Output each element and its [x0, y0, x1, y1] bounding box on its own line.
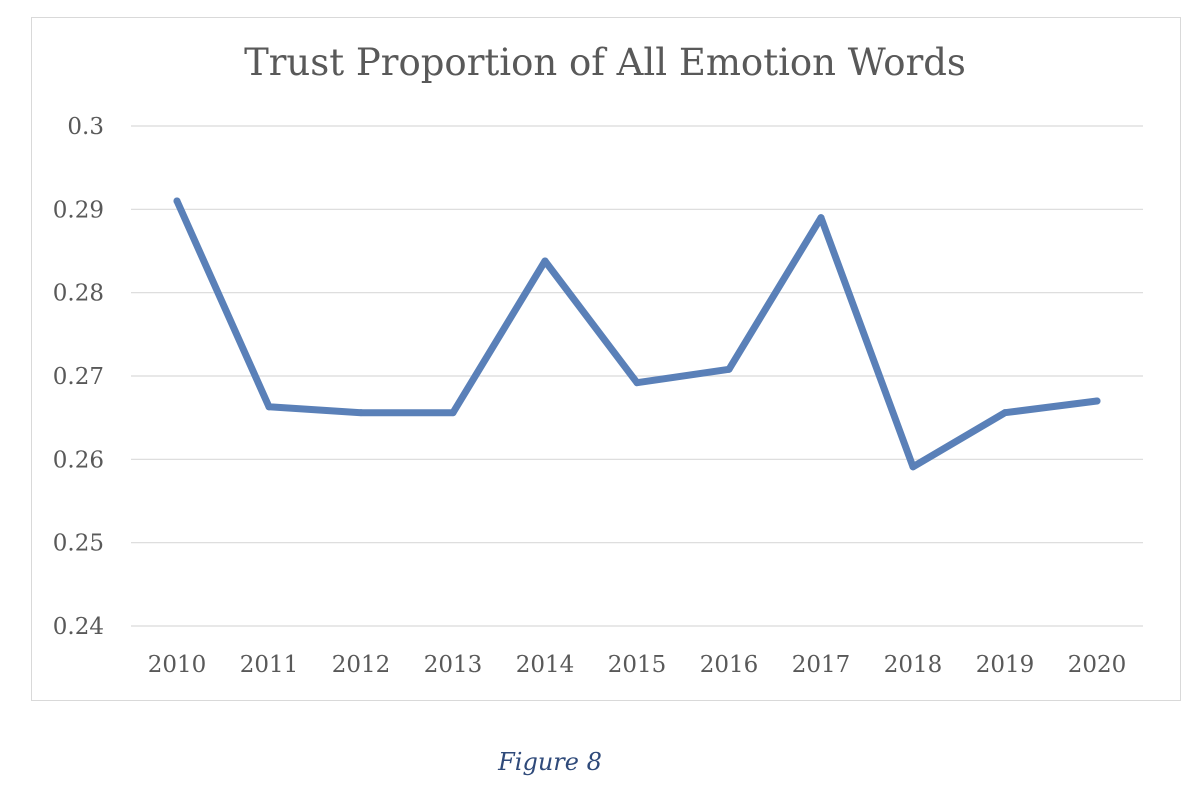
x-tick-label: 2012: [332, 652, 391, 678]
data-point-2017: [817, 214, 825, 222]
data-point-2019: [1001, 409, 1009, 417]
chart-title: Trust Proportion of All Emotion Words: [244, 41, 966, 84]
y-tick-label: 0.29: [53, 197, 104, 223]
x-tick-label: 2020: [1068, 652, 1127, 678]
data-point-2020: [1093, 397, 1101, 405]
y-tick-label: 0.26: [53, 447, 104, 473]
x-tick-label: 2016: [700, 652, 759, 678]
x-tick-label: 2011: [240, 652, 299, 678]
x-tick-label: 2017: [792, 652, 851, 678]
data-point-2016: [725, 365, 733, 373]
x-tick-label: 2015: [608, 652, 667, 678]
x-tick-label: 2013: [424, 652, 483, 678]
y-tick-label: 0.24: [53, 614, 104, 640]
y-tick-label: 0.3: [67, 114, 104, 140]
y-tick-label: 0.25: [53, 531, 104, 557]
data-point-2014: [541, 257, 549, 265]
data-point-2012: [357, 409, 365, 417]
chart-frame: [31, 17, 1181, 701]
series-line-0: [173, 197, 1101, 471]
data-point-2011: [265, 403, 273, 411]
figure-caption: Figure 8: [498, 748, 602, 776]
data-point-2015: [633, 379, 641, 387]
data-point-2010: [173, 197, 181, 205]
gridlines: [131, 125, 1143, 627]
x-axis-tick-labels: 2010 2011 2012 2013 2014 2015 2016 2017 2018 2019…: [148, 652, 1127, 678]
data-point-2018: [909, 463, 917, 471]
y-axis-tick-labels: 0.24 0.25 0.26 0.27 0.28 0.29 0.3: [53, 114, 104, 640]
x-tick-label: 2018: [884, 652, 943, 678]
x-tick-label: 2014: [516, 652, 575, 678]
line-chart: Trust Proportion of All Emotion Words 0.…: [53, 41, 1143, 678]
series-layer: [173, 197, 1101, 471]
x-tick-label: 2010: [148, 652, 207, 678]
y-tick-label: 0.27: [53, 364, 104, 390]
x-tick-label: 2019: [976, 652, 1035, 678]
y-tick-label: 0.28: [53, 281, 104, 307]
data-point-2013: [449, 409, 457, 417]
